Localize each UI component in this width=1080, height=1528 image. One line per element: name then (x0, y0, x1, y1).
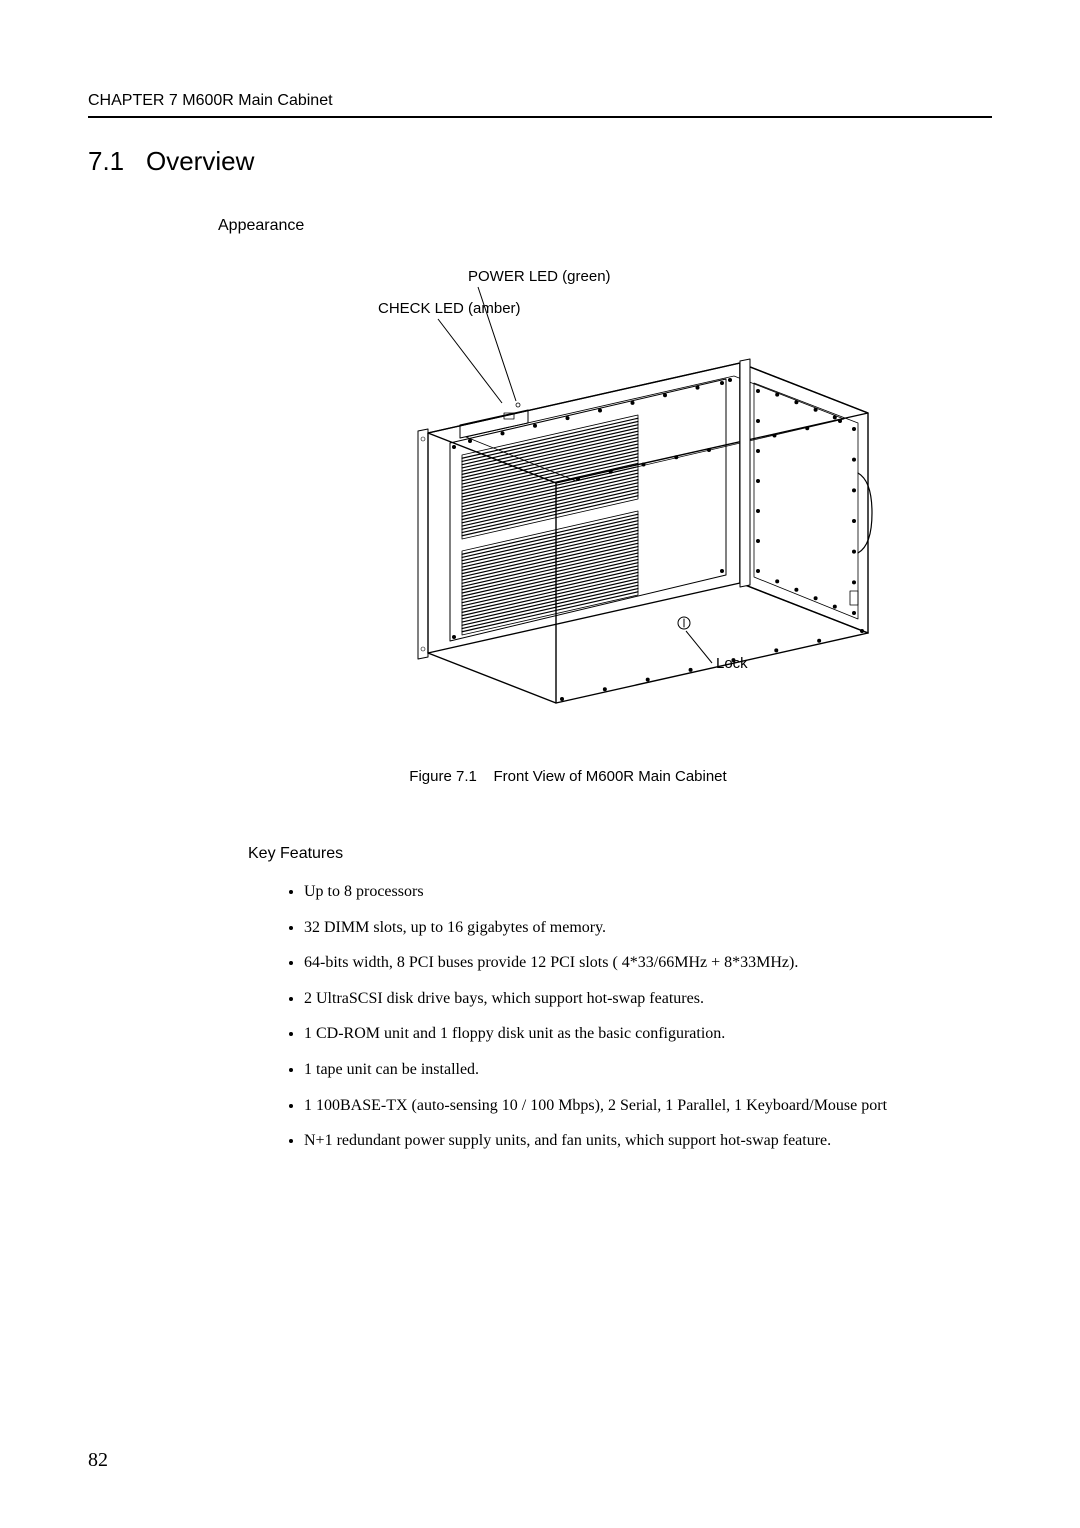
section-title: 7.1Overview (88, 146, 992, 177)
cabinet-diagram: POWER LED (green) CHECK LED (amber) Lock (218, 253, 918, 733)
page-number: 82 (88, 1449, 108, 1472)
list-item: 32 DIMM slots, up to 16 gigabytes of mem… (304, 917, 992, 939)
power-led-label: POWER LED (green) (468, 268, 611, 285)
figure-container: POWER LED (green) CHECK LED (amber) Lock (218, 253, 992, 738)
figure-caption: Figure 7.1 Front View of M600R Main Cabi… (218, 768, 918, 785)
list-item: 1 tape unit can be installed. (304, 1059, 992, 1081)
check-led-label: CHECK LED (amber) (378, 300, 521, 317)
figure-caption-prefix: Figure 7.1 (409, 768, 477, 785)
list-item: 1 CD-ROM unit and 1 floppy disk unit as … (304, 1023, 992, 1045)
list-item: 64-bits width, 8 PCI buses provide 12 PC… (304, 952, 992, 974)
list-item: N+1 redundant power supply units, and fa… (304, 1130, 992, 1152)
list-item: Up to 8 processors (304, 881, 992, 903)
chapter-header: CHAPTER 7 M600R Main Cabinet (88, 92, 992, 118)
section-heading-text: Overview (146, 146, 254, 176)
figure-caption-text: Front View of M600R Main Cabinet (494, 768, 727, 785)
key-features-list: Up to 8 processors 32 DIMM slots, up to … (304, 881, 992, 1152)
key-features-heading: Key Features (248, 845, 992, 863)
list-item: 1 100BASE-TX (auto-sensing 10 / 100 Mbps… (304, 1095, 992, 1117)
appearance-label: Appearance (218, 217, 992, 235)
list-item: 2 UltraSCSI disk drive bays, which suppo… (304, 988, 992, 1010)
section-number: 7.1 (88, 146, 146, 177)
